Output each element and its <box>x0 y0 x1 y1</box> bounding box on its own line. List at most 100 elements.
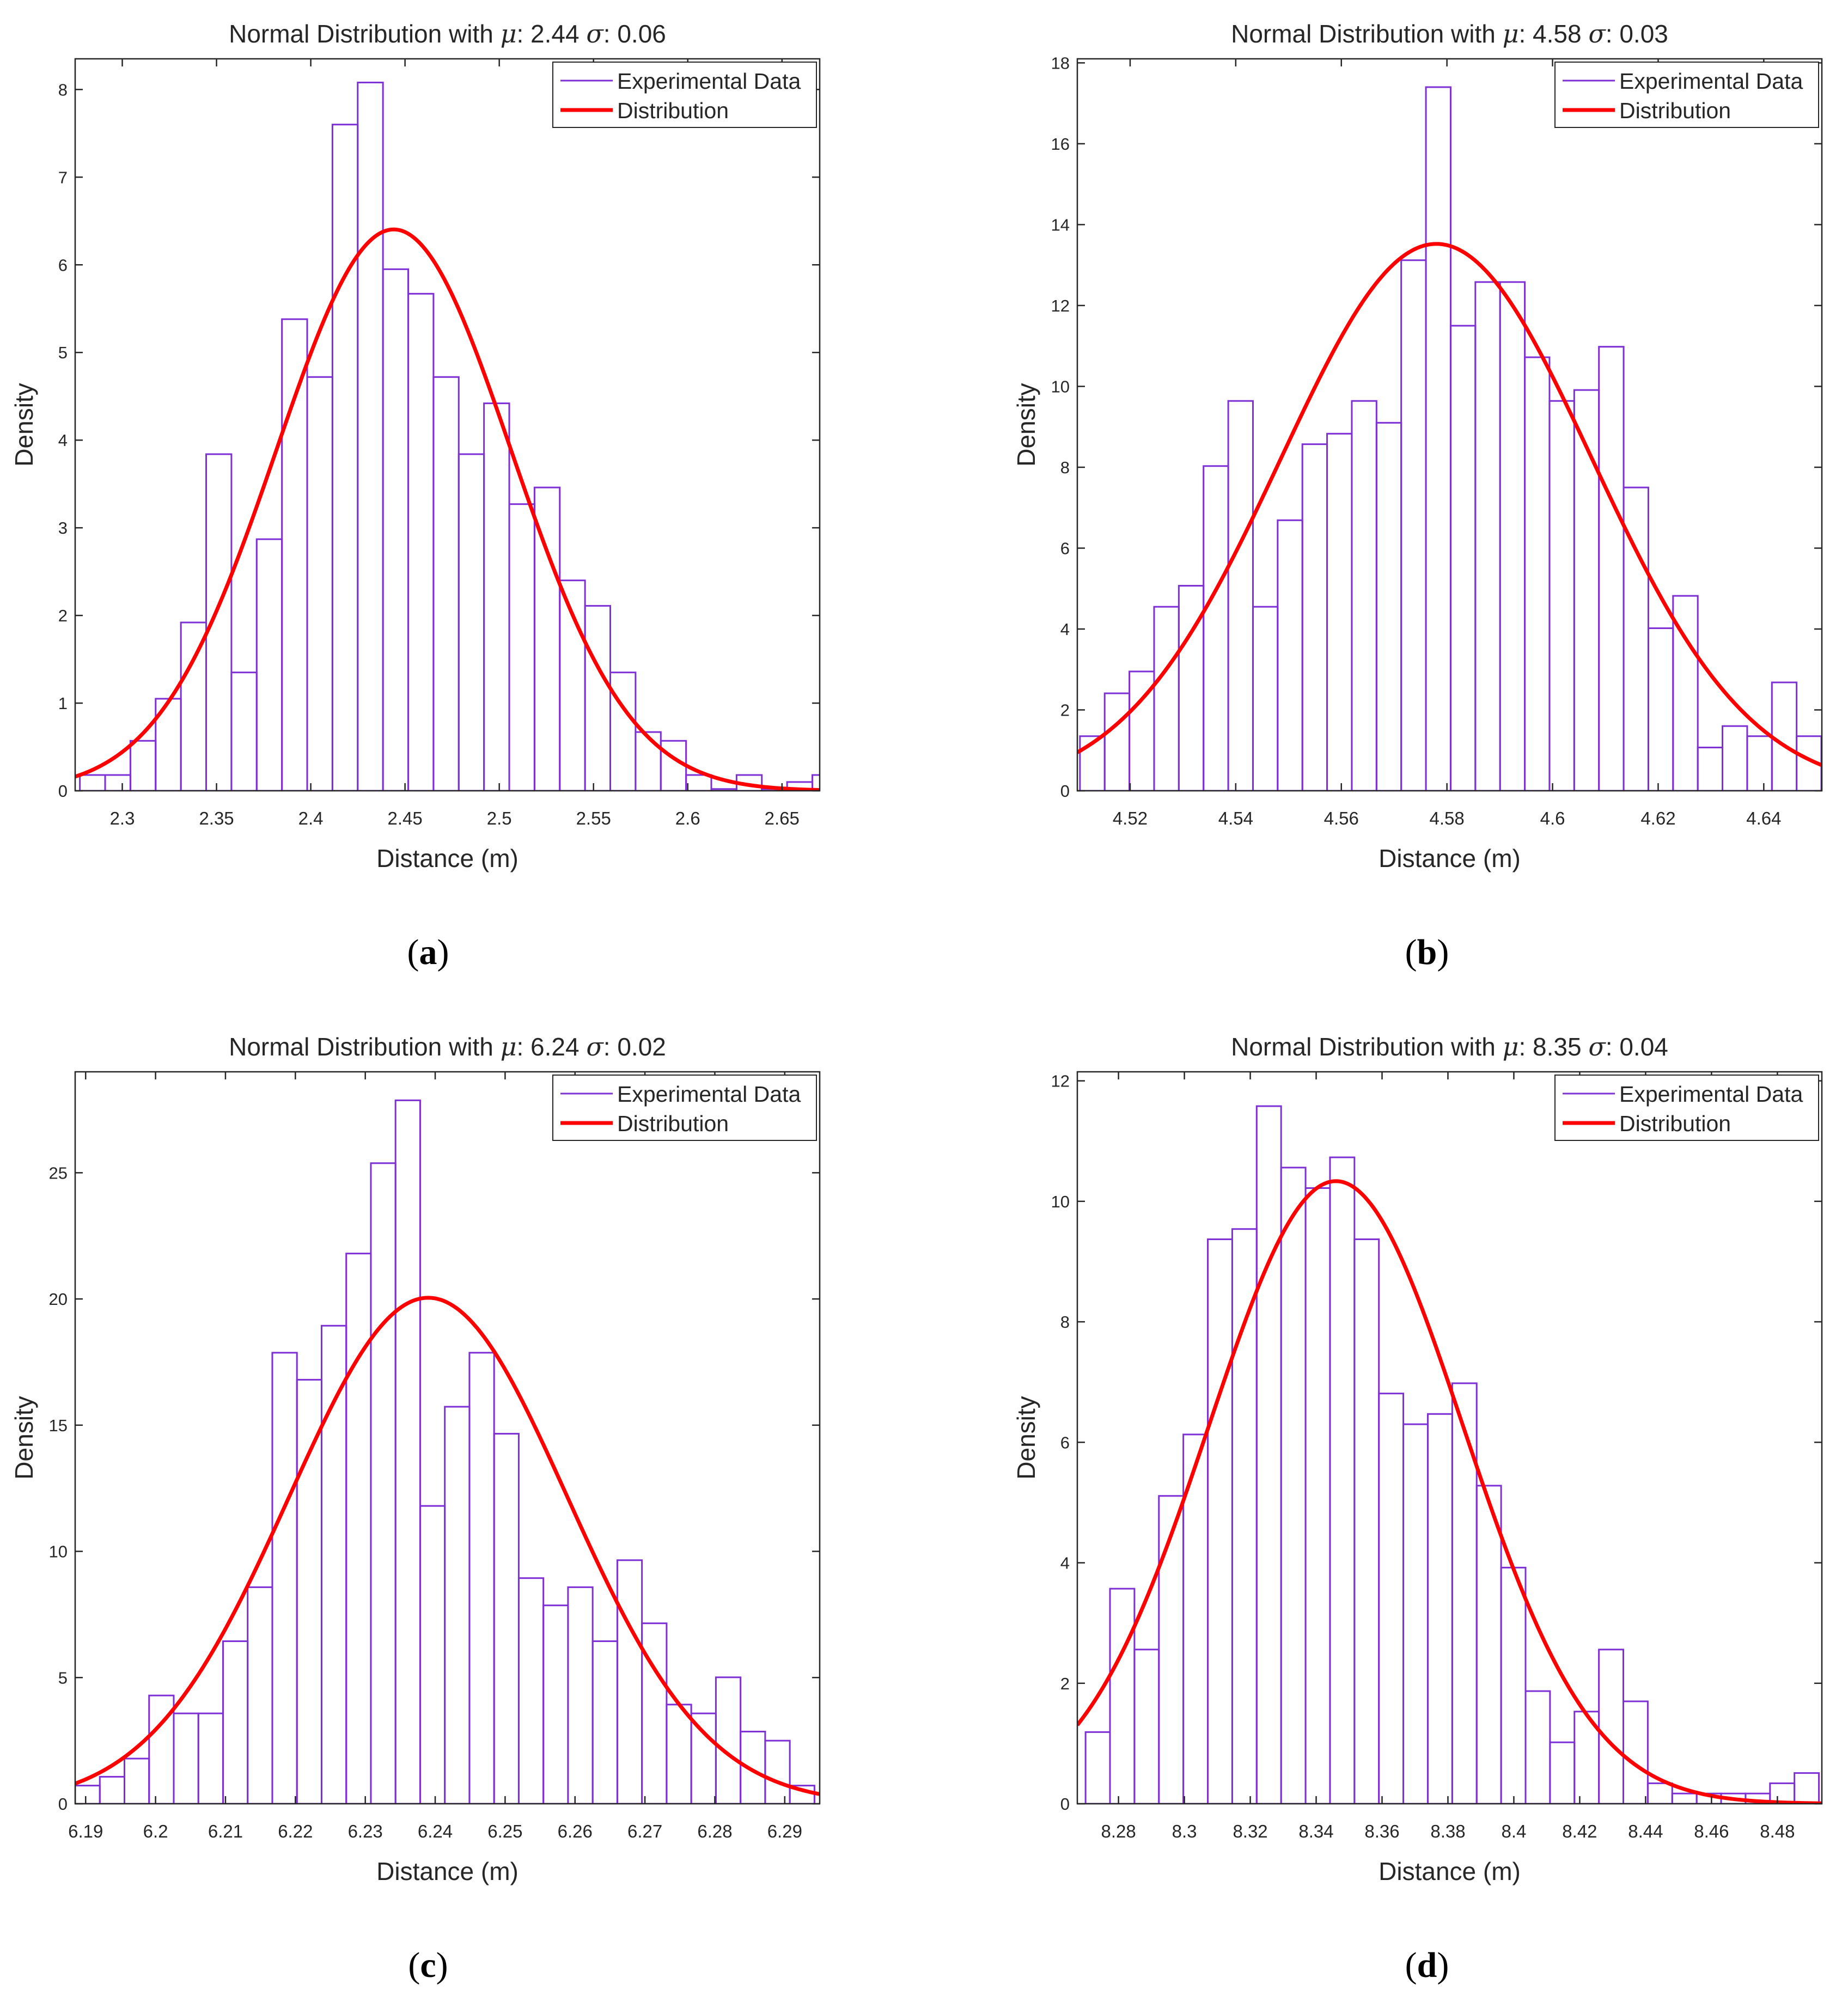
x-tick-label: 6.27 <box>627 1821 662 1841</box>
y-tick-label: 8 <box>58 80 68 99</box>
x-tick-label: 6.24 <box>418 1821 453 1841</box>
x-tick-label: 8.28 <box>1101 1821 1136 1841</box>
title-symbol: μ <box>501 1032 517 1061</box>
histogram-bar <box>1794 1772 1820 1804</box>
histogram-bar <box>1623 1700 1649 1804</box>
y-tick-label: 18 <box>1051 53 1070 72</box>
y-tick-label: 25 <box>49 1163 68 1182</box>
legend-box <box>552 1075 817 1141</box>
caption-paren: ) <box>1437 1945 1449 1985</box>
x-tick-label: 8.48 <box>1760 1821 1795 1841</box>
y-tick-label: 8 <box>1060 1313 1070 1332</box>
x-axis-label: Distance (m) <box>1379 844 1521 872</box>
distribution-curve <box>75 1296 820 1796</box>
panel-caption: (d) <box>1405 1945 1449 1985</box>
histogram-bar <box>812 774 820 791</box>
x-tick-label: 2.5 <box>487 808 512 828</box>
y-tick-label: 2 <box>1060 1674 1070 1693</box>
title-text: : 6.24 <box>517 1033 587 1061</box>
y-tick-label: 2 <box>58 606 68 625</box>
title-text: : 0.03 <box>1606 20 1668 48</box>
x-axis-label: Distance (m) <box>1379 1857 1521 1885</box>
histogram-bar <box>205 453 233 791</box>
legend: Experimental Data Distribution <box>1554 62 1819 128</box>
title-text: Normal Distribution with <box>229 20 500 48</box>
plot-area <box>1077 1072 1822 1804</box>
legend-box <box>552 62 817 128</box>
x-tick-label: 2.55 <box>576 808 611 828</box>
y-axis-label: Density <box>1012 1396 1040 1479</box>
x-tick-label: 6.28 <box>697 1821 732 1841</box>
chart-panel-4: 8.28 8.3 8.32 8.34 8.36 8.38 8.4 8.42 8.44 8.46 8.… <box>1012 1032 1823 1985</box>
y-ticks: 0 1 2 3 4 5 6 7 8 <box>58 80 820 801</box>
x-tick-label: 4.58 <box>1430 808 1465 828</box>
title-symbol: μ <box>501 19 517 48</box>
axes-box <box>74 58 821 792</box>
legend-label: Experimental Data <box>1619 69 1803 94</box>
x-tick-label: 4.64 <box>1746 808 1781 828</box>
x-ticks: 6.19 6.2 6.21 6.22 6.23 6.24 6.25 6.26 6.27 6.28 6… <box>68 1072 802 1841</box>
legend-box <box>1554 62 1819 128</box>
legend-label: Experimental Data <box>617 69 801 94</box>
title-text: : 0.02 <box>603 1033 666 1061</box>
panel-caption: (a) <box>407 932 449 972</box>
x-ticks: 4.52 4.54 4.56 4.58 4.6 4.62 4.64 <box>1113 59 1781 828</box>
distribution-curve <box>1077 1179 1822 1804</box>
panel-caption: (c) <box>408 1945 448 1985</box>
x-tick-label: 6.23 <box>348 1821 383 1841</box>
title-text: : 0.06 <box>603 20 666 48</box>
x-tick-label: 4.6 <box>1540 808 1565 828</box>
y-tick-label: 6 <box>1060 539 1070 558</box>
axes-box <box>1076 1071 1823 1805</box>
y-tick-label: 15 <box>49 1416 68 1435</box>
title-text: Normal Distribution with <box>229 1033 500 1061</box>
title-text: Normal Distribution with <box>1231 1033 1502 1061</box>
y-tick-label: 4 <box>58 431 68 450</box>
histogram-bars <box>75 1099 815 1804</box>
legend-label: Distribution <box>1619 98 1731 123</box>
chart-panel-1: 2.3 2.35 2.4 2.45 2.5 2.55 2.6 2.65 0 1 2 3 4 5 6 7 8 Nor… <box>10 19 821 972</box>
x-ticks: 8.28 8.3 8.32 8.34 8.36 8.38 8.4 8.42 8.44 8.46 8.… <box>1101 1072 1795 1841</box>
chart-title: Normal Distribution with μ: 4.58 σ: 0.03 <box>1231 19 1668 48</box>
x-axis-label: Distance (m) <box>376 1857 519 1885</box>
y-tick-label: 0 <box>1060 1795 1070 1814</box>
legend: Experimental Data Distribution <box>1554 1075 1819 1141</box>
title-text: : 8.35 <box>1519 1033 1589 1061</box>
y-tick-label: 5 <box>58 343 68 362</box>
x-tick-label: 4.52 <box>1113 808 1148 828</box>
x-tick-label: 2.35 <box>199 808 234 828</box>
distribution-curve <box>75 227 820 791</box>
histogram-bar <box>394 1099 421 1804</box>
legend-label: Experimental Data <box>617 1082 801 1107</box>
y-ticks: 0 5 10 15 20 25 <box>49 1163 820 1814</box>
caption-paren: ) <box>437 932 449 972</box>
y-tick-label: 10 <box>1051 1192 1070 1211</box>
y-tick-label: 5 <box>58 1668 68 1687</box>
histogram-bar <box>1227 400 1254 791</box>
y-tick-label: 7 <box>58 168 68 187</box>
legend-label: Experimental Data <box>1619 1082 1803 1107</box>
x-tick-label: 6.2 <box>143 1821 168 1841</box>
y-tick-label: 0 <box>58 1795 68 1814</box>
x-tick-label: 8.3 <box>1172 1821 1197 1841</box>
x-tick-label: 4.54 <box>1218 808 1253 828</box>
title-text: : 4.58 <box>1519 20 1589 48</box>
y-tick-label: 14 <box>1051 215 1070 234</box>
x-tick-label: 2.4 <box>298 808 324 828</box>
x-tick-label: 4.56 <box>1324 808 1359 828</box>
x-tick-label: 6.29 <box>767 1821 802 1841</box>
x-tick-label: 8.42 <box>1562 1821 1597 1841</box>
title-symbol: σ <box>586 19 604 48</box>
y-tick-label: 2 <box>1060 700 1070 719</box>
caption-paren: ) <box>1437 932 1449 972</box>
y-axis-label: Density <box>10 1396 38 1479</box>
distribution-curve <box>1077 242 1822 767</box>
legend: Experimental Data Distribution <box>552 62 817 128</box>
legend-label: Distribution <box>617 1111 729 1136</box>
title-symbol: σ <box>1588 1032 1606 1061</box>
x-tick-label: 6.22 <box>278 1821 313 1841</box>
y-tick-label: 10 <box>49 1542 68 1561</box>
y-tick-label: 12 <box>1051 1072 1070 1091</box>
x-tick-label: 2.45 <box>388 808 423 828</box>
x-tick-label: 2.6 <box>675 808 700 828</box>
